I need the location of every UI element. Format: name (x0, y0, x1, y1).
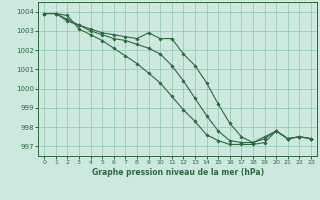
X-axis label: Graphe pression niveau de la mer (hPa): Graphe pression niveau de la mer (hPa) (92, 168, 264, 177)
